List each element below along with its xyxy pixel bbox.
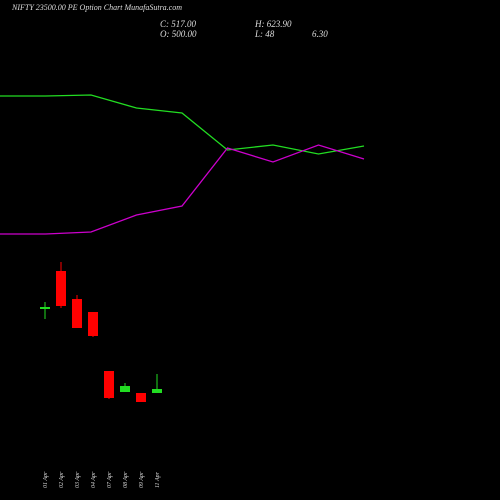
low-label: L: 48 xyxy=(254,29,275,39)
change-label: 6.30 xyxy=(312,29,328,39)
candle-body xyxy=(40,307,50,309)
close-label: C: 517.00 xyxy=(160,19,197,29)
chart-title: NIFTY 23500.00 PE Option Chart MunafaSut… xyxy=(11,3,182,12)
indicator-line xyxy=(0,94,365,155)
candle-body xyxy=(136,393,146,402)
candle-body xyxy=(72,299,82,328)
x-tick-label: 03 Apr xyxy=(75,471,81,488)
x-tick-label: 08 Apr xyxy=(123,471,129,488)
x-tick-label: 11 Apr xyxy=(155,471,161,488)
x-tick-label: 01 Apr xyxy=(43,471,49,488)
high-label: H: 623.90 xyxy=(254,19,292,29)
candle-body xyxy=(120,386,130,392)
candle-body xyxy=(104,371,114,398)
indicator-line xyxy=(0,144,365,235)
x-tick-label: 07 Apr xyxy=(107,471,113,488)
x-tick-label: 04 Apr xyxy=(90,471,97,488)
x-tick-label: 02 Apr xyxy=(59,471,65,488)
x-tick-label: 09 Apr xyxy=(139,471,145,488)
candle-body xyxy=(152,389,162,393)
candle-body xyxy=(88,312,98,336)
open-label: O: 500.00 xyxy=(160,29,197,39)
candle-body xyxy=(56,271,66,306)
